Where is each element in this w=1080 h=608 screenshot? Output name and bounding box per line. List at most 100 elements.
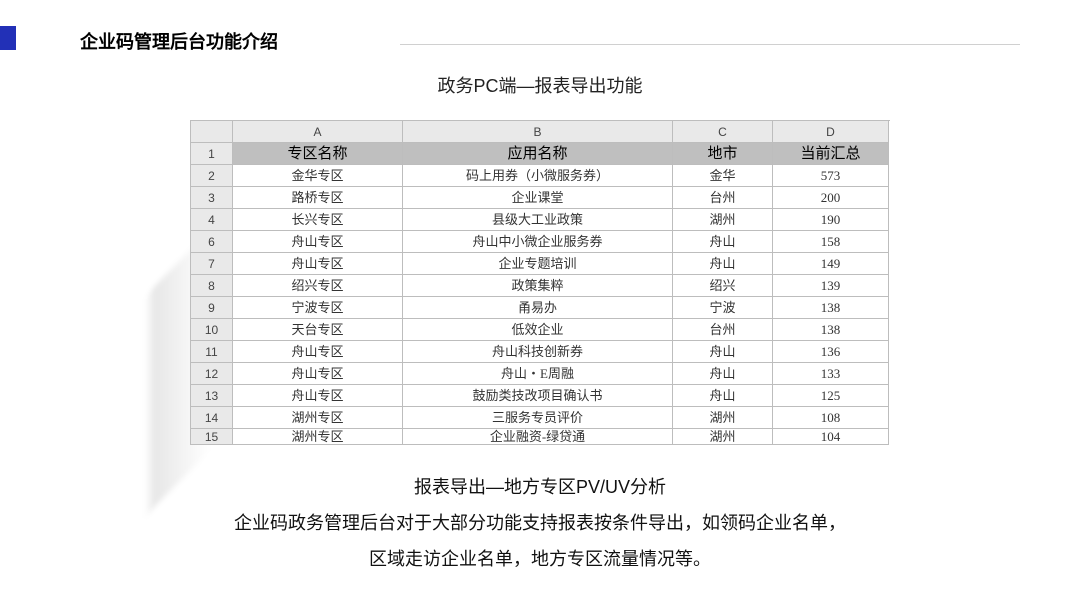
- table-row: 10 天台专区 低效企业 台州 138: [191, 319, 890, 341]
- cell: 舟山专区: [233, 231, 403, 253]
- row-number: 15: [191, 429, 233, 445]
- footer-line-2: 企业码政务管理后台对于大部分功能支持报表按条件导出，如领码企业名单，: [160, 505, 920, 541]
- row-number: 10: [191, 319, 233, 341]
- cell: 天台专区: [233, 319, 403, 341]
- table-row: 3 路桥专区 企业课堂 台州 200: [191, 187, 890, 209]
- row-number: 4: [191, 209, 233, 231]
- table-row: 14 湖州专区 三服务专员评价 湖州 108: [191, 407, 890, 429]
- cell: 绍兴: [673, 275, 773, 297]
- cell: 甬易办: [403, 297, 673, 319]
- table-row: 11 舟山专区 舟山科技创新券 舟山 136: [191, 341, 890, 363]
- cell: 190: [773, 209, 889, 231]
- row-number: 6: [191, 231, 233, 253]
- cell: 三服务专员评价: [403, 407, 673, 429]
- col-letter-d: D: [773, 121, 889, 143]
- table-row-clipped: 15 湖州专区 企业融资-绿贷通 湖州 104: [191, 429, 890, 445]
- spreadsheet-screenshot: A B C D 1 专区名称 应用名称 地市 当前汇总 2 金华专区 码上用券（…: [190, 120, 890, 445]
- cell: 宁波: [673, 297, 773, 319]
- table-header-row: 1 专区名称 应用名称 地市 当前汇总: [191, 143, 890, 165]
- cell: 舟山专区: [233, 253, 403, 275]
- cell: 金华: [673, 165, 773, 187]
- cell: 绍兴专区: [233, 275, 403, 297]
- footer-line-3: 区域走访企业名单，地方专区流量情况等。: [160, 541, 920, 577]
- table-row: 2 金华专区 码上用券（小微服务券） 金华 573: [191, 165, 890, 187]
- cell: 舟山: [673, 363, 773, 385]
- header-a: 专区名称: [233, 143, 403, 165]
- cell: 149: [773, 253, 889, 275]
- table-row: 13 舟山专区 鼓励类技改项目确认书 舟山 125: [191, 385, 890, 407]
- cell: 舟山: [673, 253, 773, 275]
- cell: 舟山: [673, 341, 773, 363]
- cell: 136: [773, 341, 889, 363]
- cell: 舟山科技创新券: [403, 341, 673, 363]
- cell: 舟山专区: [233, 385, 403, 407]
- cell: 湖州: [673, 209, 773, 231]
- cell: 舟山: [673, 385, 773, 407]
- cell: 长兴专区: [233, 209, 403, 231]
- cell: 湖州: [673, 407, 773, 429]
- row-number: 14: [191, 407, 233, 429]
- table-row: 7 舟山专区 企业专题培训 舟山 149: [191, 253, 890, 275]
- table-row: 4 长兴专区 县级大工业政策 湖州 190: [191, 209, 890, 231]
- row-number: 8: [191, 275, 233, 297]
- page-title: 企业码管理后台功能介绍: [80, 28, 1020, 54]
- subtitle: 政务PC端—报表导出功能: [60, 72, 1020, 98]
- row-number: 11: [191, 341, 233, 363]
- cell: 码上用券（小微服务券）: [403, 165, 673, 187]
- cell: 125: [773, 385, 889, 407]
- cell: 舟山・E周融: [403, 363, 673, 385]
- cell: 舟山专区: [233, 341, 403, 363]
- cell: 108: [773, 407, 889, 429]
- cell: 139: [773, 275, 889, 297]
- cell: 158: [773, 231, 889, 253]
- slide: 企业码管理后台功能介绍 政务PC端—报表导出功能 A B C D 1 专区名称 …: [0, 0, 1080, 608]
- cell: 138: [773, 297, 889, 319]
- cell: 路桥专区: [233, 187, 403, 209]
- column-letters-row: A B C D: [191, 121, 890, 143]
- cell: 湖州专区: [233, 407, 403, 429]
- row-number: 9: [191, 297, 233, 319]
- cell: 200: [773, 187, 889, 209]
- row-number: 3: [191, 187, 233, 209]
- cell: 138: [773, 319, 889, 341]
- cell: 政策集粹: [403, 275, 673, 297]
- cell: 舟山专区: [233, 363, 403, 385]
- row-number: 7: [191, 253, 233, 275]
- cell: 104: [773, 429, 889, 445]
- row-number: 2: [191, 165, 233, 187]
- cell: 573: [773, 165, 889, 187]
- footer-text: 报表导出—地方专区PV/UV分析 企业码政务管理后台对于大部分功能支持报表按条件…: [160, 469, 920, 577]
- cell: 舟山中小微企业服务券: [403, 231, 673, 253]
- row-number: 13: [191, 385, 233, 407]
- header-b: 应用名称: [403, 143, 673, 165]
- table-row: 8 绍兴专区 政策集粹 绍兴 139: [191, 275, 890, 297]
- cell: 台州: [673, 319, 773, 341]
- cell: 湖州: [673, 429, 773, 445]
- cell: 低效企业: [403, 319, 673, 341]
- cell: 宁波专区: [233, 297, 403, 319]
- cell: 企业融资-绿贷通: [403, 429, 673, 445]
- footer-line-1: 报表导出—地方专区PV/UV分析: [160, 469, 920, 505]
- select-all-corner: [191, 121, 233, 143]
- cell: 133: [773, 363, 889, 385]
- table-row: 6 舟山专区 舟山中小微企业服务券 舟山 158: [191, 231, 890, 253]
- cell: 湖州专区: [233, 429, 403, 445]
- col-letter-c: C: [673, 121, 773, 143]
- cell: 县级大工业政策: [403, 209, 673, 231]
- cell: 鼓励类技改项目确认书: [403, 385, 673, 407]
- table-row: 9 宁波专区 甬易办 宁波 138: [191, 297, 890, 319]
- col-letter-a: A: [233, 121, 403, 143]
- row-number: 12: [191, 363, 233, 385]
- title-underline: [400, 44, 1020, 45]
- accent-bar: [0, 26, 16, 50]
- cell: 台州: [673, 187, 773, 209]
- table-row: 12 舟山专区 舟山・E周融 舟山 133: [191, 363, 890, 385]
- cell: 金华专区: [233, 165, 403, 187]
- header-c: 地市: [673, 143, 773, 165]
- header-d: 当前汇总: [773, 143, 889, 165]
- cell: 企业课堂: [403, 187, 673, 209]
- cell: 舟山: [673, 231, 773, 253]
- row-number: 1: [191, 143, 233, 165]
- spreadsheet: A B C D 1 专区名称 应用名称 地市 当前汇总 2 金华专区 码上用券（…: [190, 120, 890, 445]
- cell: 企业专题培训: [403, 253, 673, 275]
